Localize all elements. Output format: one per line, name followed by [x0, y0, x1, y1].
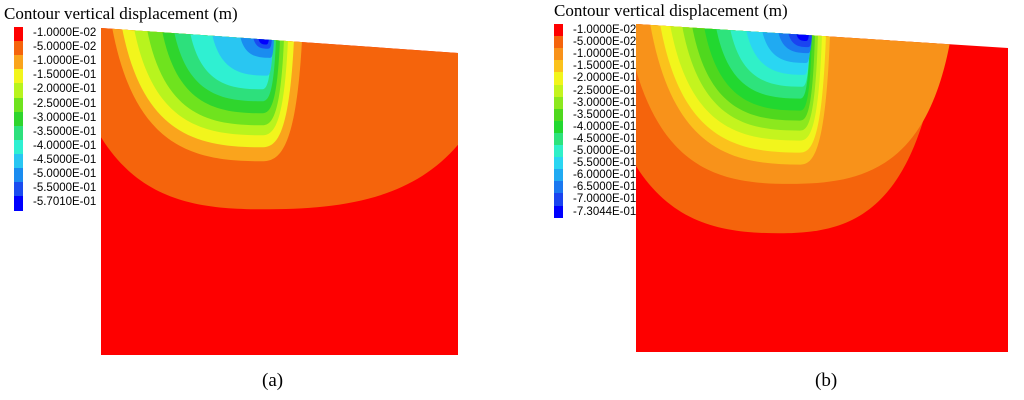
legend-swatch — [554, 132, 563, 146]
legend-label: -7.3044E-01 — [573, 205, 637, 218]
legend-label: -1.0000E-01 — [33, 55, 97, 68]
legend-swatch — [554, 205, 563, 219]
legend-label: -3.5000E-01 — [573, 108, 637, 121]
legend-swatch — [14, 125, 23, 141]
legend-label: -1.5000E-01 — [33, 69, 97, 82]
legend-label: -5.0000E-01 — [573, 145, 637, 157]
panel-a-title: Contour vertical displacement (m) — [4, 4, 238, 23]
legend-swatch — [14, 83, 23, 98]
legend-label: -2.0000E-01 — [573, 72, 637, 85]
legend-label: -4.0000E-01 — [33, 139, 97, 152]
legend-label: -3.0000E-01 — [573, 96, 637, 109]
legend-label: -6.5000E-01 — [573, 181, 637, 194]
legend-label: -5.7010E-01 — [33, 196, 97, 209]
legend-label: -5.0000E-02 — [573, 36, 637, 49]
panel-a-caption: (a) — [262, 370, 284, 391]
legend-swatch — [554, 84, 563, 98]
legend-swatch — [14, 41, 23, 56]
legend-swatch — [554, 108, 563, 122]
legend-swatch — [14, 27, 23, 42]
legend-label: -5.5000E-01 — [573, 157, 637, 170]
legend-label: -2.5000E-01 — [573, 84, 637, 97]
legend-swatch — [554, 181, 563, 194]
legend-swatch — [14, 69, 23, 84]
legend-label: -4.5000E-01 — [573, 132, 637, 145]
legend-swatch — [14, 111, 23, 127]
legend-swatch — [554, 60, 563, 73]
contour-panel-1 — [636, 24, 1008, 352]
legend-label: -1.0000E-02 — [33, 27, 97, 39]
legend-label: -2.0000E-01 — [33, 83, 97, 96]
legend-swatch — [554, 157, 563, 170]
legend-swatch — [14, 182, 23, 197]
legend-swatch — [554, 120, 563, 134]
legend-swatch — [14, 97, 23, 113]
legend-label: -4.5000E-01 — [33, 153, 97, 166]
legend-label: -5.5000E-01 — [33, 182, 97, 195]
legend-label: -3.5000E-01 — [33, 125, 97, 138]
contour-panel-0 — [101, 28, 458, 355]
legend-swatch — [554, 169, 563, 182]
legend-label: -2.5000E-01 — [33, 97, 97, 110]
panel-b-caption: (b) — [815, 370, 838, 391]
legend-swatch — [14, 55, 23, 70]
legend-swatch — [14, 196, 23, 211]
legend-swatch — [14, 153, 23, 169]
legend-label: -3.0000E-01 — [33, 111, 97, 124]
legend-label: -7.0000E-01 — [573, 193, 637, 206]
legend-swatch — [14, 139, 23, 155]
legend-label: -1.5000E-01 — [573, 60, 637, 73]
panel-b-title: Contour vertical displacement (m) — [554, 1, 788, 20]
legend-swatch — [14, 168, 23, 183]
legend-swatch — [554, 96, 563, 110]
legend-label: -1.0000E-01 — [573, 48, 637, 61]
legend-swatch — [554, 24, 563, 37]
legend-label: -5.0000E-02 — [33, 41, 97, 54]
legend-label: -6.0000E-01 — [573, 169, 637, 182]
legend-swatch — [554, 36, 563, 49]
legend-swatch — [554, 193, 563, 206]
legend-swatch — [554, 48, 563, 61]
legend-swatch — [554, 72, 563, 85]
legend-label: -5.0000E-01 — [33, 168, 97, 180]
legend-label: -1.0000E-02 — [573, 24, 637, 36]
legend-swatch — [554, 145, 563, 158]
legend-label: -4.0000E-01 — [573, 120, 637, 133]
